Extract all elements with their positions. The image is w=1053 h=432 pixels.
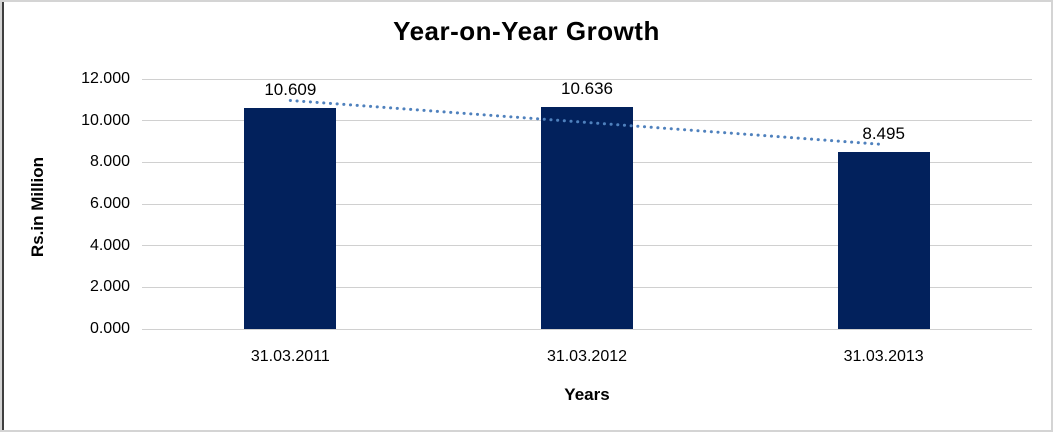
bar: [244, 107, 337, 329]
plot-area: 10.609 10.636 8.495: [142, 78, 1032, 330]
y-tick-label: 2.000: [89, 278, 130, 296]
y-tick-label: 6.000: [89, 195, 130, 212]
gridline: [142, 328, 1032, 330]
data-label: 10.609: [264, 79, 317, 99]
x-axis-tick-labels: 31.03.2011 31.03.2012 31.03.2013: [142, 348, 1032, 368]
y-tick-label: 12.000: [81, 70, 130, 87]
x-tick-label: 31.03.2011: [250, 348, 330, 365]
left-border-accent: [2, 2, 4, 430]
data-label: 10.636: [561, 79, 613, 99]
chart-title: Year-on-Year Growth: [393, 16, 660, 46]
y-tick-label: 8.000: [89, 153, 130, 171]
bar: [837, 152, 930, 329]
y-tick-label: 10.000: [81, 111, 130, 129]
trendline: [288, 98, 886, 146]
data-label: 8.495: [862, 124, 905, 144]
x-tick-label: 31.03.2012: [546, 348, 628, 365]
x-tick-label: 31.03.2013: [843, 348, 924, 365]
bar: [541, 107, 633, 329]
gridline: [142, 78, 1032, 80]
x-axis-title: Years: [564, 385, 610, 404]
y-axis-tick-labels: 0.000 2.000 4.000 6.000 8.000 10.000 12.000: [2, 70, 130, 337]
trendline-path: [288, 98, 886, 146]
y-tick-label: 4.000: [89, 236, 130, 254]
y-tick-label: 0.000: [89, 320, 130, 337]
